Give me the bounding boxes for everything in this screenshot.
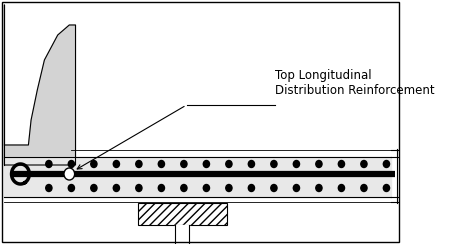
Polygon shape — [175, 225, 189, 244]
Circle shape — [46, 161, 52, 167]
Circle shape — [316, 184, 322, 192]
Circle shape — [271, 184, 277, 192]
Circle shape — [113, 161, 120, 167]
Circle shape — [158, 184, 165, 192]
Circle shape — [68, 184, 74, 192]
Circle shape — [361, 184, 367, 192]
Text: Top Longitudinal
Distribution Reinforcement: Top Longitudinal Distribution Reinforcem… — [276, 69, 435, 97]
Circle shape — [181, 161, 187, 167]
Circle shape — [338, 161, 345, 167]
Polygon shape — [5, 5, 75, 165]
Bar — [138, 203, 226, 225]
Circle shape — [64, 168, 74, 180]
Circle shape — [383, 161, 390, 167]
Circle shape — [249, 161, 254, 167]
Circle shape — [203, 184, 210, 192]
Circle shape — [226, 184, 232, 192]
Circle shape — [383, 184, 390, 192]
Circle shape — [136, 161, 142, 167]
Circle shape — [293, 161, 299, 167]
Circle shape — [226, 161, 232, 167]
Polygon shape — [5, 157, 391, 197]
Circle shape — [91, 184, 97, 192]
Circle shape — [136, 184, 142, 192]
Circle shape — [158, 161, 165, 167]
Circle shape — [338, 184, 345, 192]
Circle shape — [181, 184, 187, 192]
Circle shape — [316, 161, 322, 167]
Circle shape — [68, 161, 74, 167]
Circle shape — [203, 161, 210, 167]
Circle shape — [113, 184, 120, 192]
Circle shape — [46, 184, 52, 192]
Circle shape — [293, 184, 299, 192]
Circle shape — [91, 161, 97, 167]
Circle shape — [249, 184, 254, 192]
Circle shape — [271, 161, 277, 167]
Circle shape — [361, 161, 367, 167]
